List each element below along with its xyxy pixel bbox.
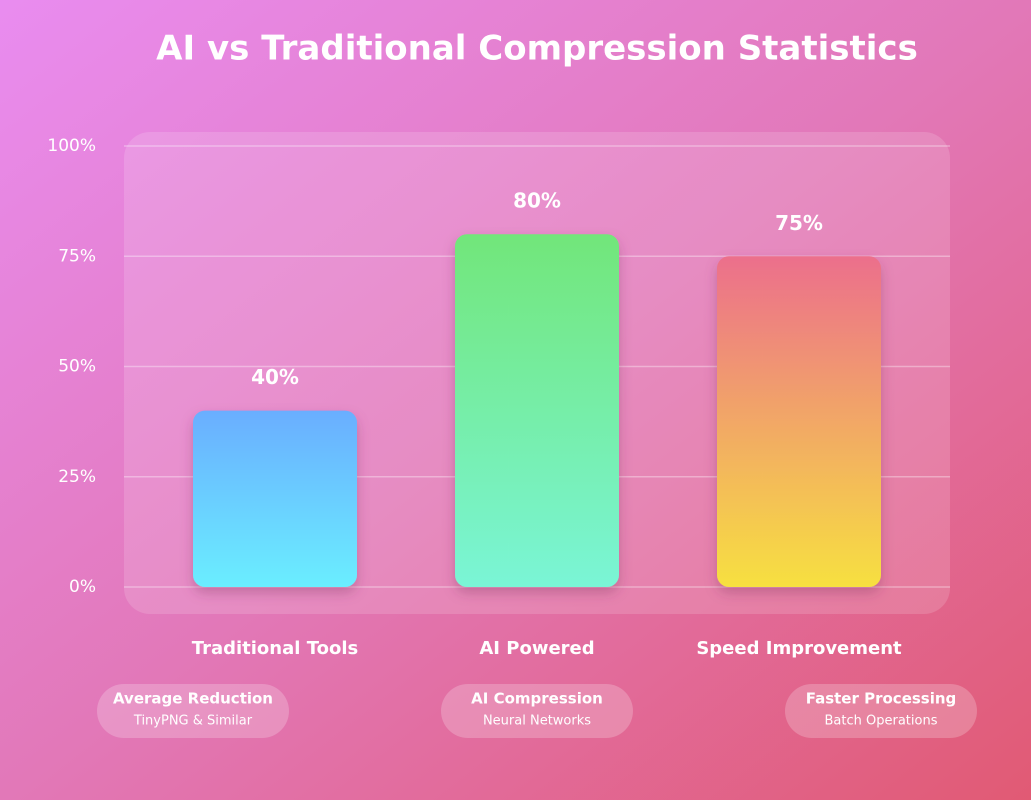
annotation-title: Average Reduction — [113, 690, 273, 708]
annotation-title: Faster Processing — [806, 690, 957, 708]
annotation-pill — [97, 684, 289, 738]
value-label: 40% — [251, 365, 299, 389]
chart-title: AI vs Traditional Compression Statistics — [156, 29, 918, 69]
y-tick-label: 50% — [58, 357, 96, 377]
annotation-subtitle: Neural Networks — [483, 714, 591, 729]
x-tick-label: Speed Improvement — [696, 638, 902, 659]
annotation-pill — [441, 684, 633, 738]
annotation-subtitle: Batch Operations — [825, 714, 938, 729]
value-label: 75% — [775, 211, 823, 235]
x-tick-label: AI Powered — [479, 638, 594, 659]
y-tick-label: 25% — [58, 467, 96, 487]
value-label: 80% — [513, 189, 561, 213]
x-tick-label: Traditional Tools — [192, 638, 358, 659]
y-tick-label: 0% — [69, 577, 96, 597]
annotation-title: AI Compression — [471, 690, 603, 708]
y-tick-label: 100% — [47, 136, 96, 156]
bar — [455, 234, 619, 587]
annotation-pill — [785, 684, 977, 738]
annotation-subtitle: TinyPNG & Similar — [133, 714, 253, 729]
y-tick-label: 75% — [58, 246, 96, 266]
bar — [717, 256, 881, 587]
bar — [193, 410, 357, 587]
